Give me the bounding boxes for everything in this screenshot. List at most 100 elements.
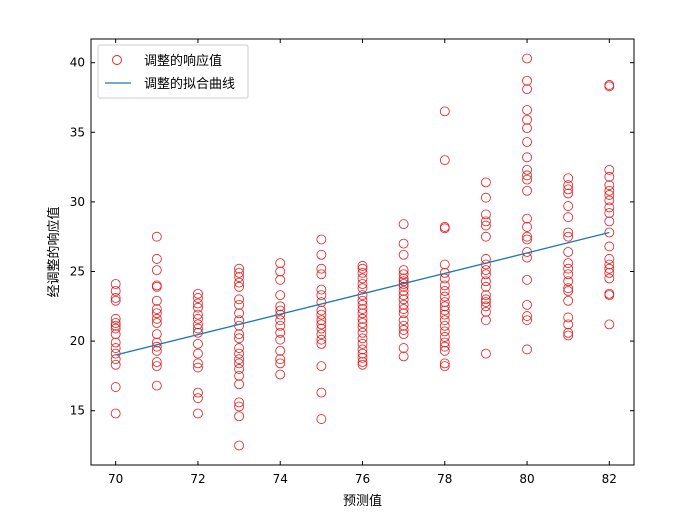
scatter-point bbox=[398, 249, 409, 260]
scatter-point bbox=[316, 414, 327, 424]
scatter-point bbox=[234, 281, 244, 292]
scatter-point bbox=[110, 279, 121, 289]
scatter-point bbox=[193, 338, 203, 349]
scatter-point bbox=[439, 297, 450, 308]
scatter-point bbox=[234, 333, 244, 344]
legend-box bbox=[97, 44, 249, 99]
scatter-point bbox=[151, 341, 162, 352]
y-tick-label: 30 bbox=[70, 195, 85, 209]
scatter-point bbox=[522, 222, 532, 232]
scatter-point bbox=[357, 304, 368, 314]
scatter-point bbox=[481, 209, 491, 220]
scatter-point bbox=[522, 174, 532, 185]
scatter-point bbox=[234, 263, 244, 274]
scatter-point bbox=[234, 358, 244, 369]
scatter-point bbox=[522, 213, 532, 224]
scatter-point bbox=[481, 348, 491, 359]
scatter-point bbox=[234, 343, 244, 353]
scatter-point bbox=[234, 379, 244, 390]
scatter-point bbox=[234, 411, 244, 422]
scatter-point bbox=[563, 269, 574, 280]
scatter-point bbox=[110, 323, 121, 334]
scatter-point bbox=[234, 267, 244, 278]
scatter-point bbox=[275, 290, 286, 301]
scatter-point bbox=[316, 309, 327, 320]
x-tick-label: 72 bbox=[190, 472, 205, 486]
scatter-point bbox=[316, 234, 327, 245]
scatter-point bbox=[522, 185, 532, 196]
scatter-point bbox=[439, 286, 450, 296]
scatter-point bbox=[398, 290, 409, 301]
y-tick-label: 20 bbox=[70, 334, 85, 348]
scatter-point bbox=[604, 273, 615, 284]
scatter-point bbox=[275, 345, 286, 356]
scatter-point bbox=[275, 305, 286, 316]
scatter-point bbox=[522, 53, 532, 64]
scatter-point bbox=[481, 269, 491, 280]
scatter-point bbox=[398, 329, 409, 340]
scatter-point bbox=[604, 164, 615, 175]
scatter-point bbox=[316, 361, 327, 372]
scatter-point bbox=[439, 345, 450, 356]
scatter-point bbox=[316, 305, 327, 316]
scatter-point bbox=[563, 258, 574, 269]
y-tick-label: 40 bbox=[70, 56, 85, 70]
scatter-point bbox=[398, 315, 409, 326]
scatter-point bbox=[398, 351, 409, 362]
scatter-point bbox=[110, 320, 121, 331]
scatter-point bbox=[563, 247, 574, 257]
scatter-point bbox=[275, 358, 286, 369]
scatter-point bbox=[563, 263, 574, 274]
scatter-point bbox=[439, 326, 450, 337]
scatter-point bbox=[193, 298, 203, 309]
scatter-point bbox=[439, 291, 450, 302]
scatter-point bbox=[604, 267, 615, 278]
scatter-point bbox=[398, 325, 409, 335]
scatter-point bbox=[604, 208, 615, 218]
scatter-point bbox=[481, 306, 491, 317]
y-tick-label: 25 bbox=[70, 264, 85, 278]
scatter-point bbox=[398, 294, 409, 305]
scatter-point bbox=[522, 137, 532, 147]
scatter-point bbox=[357, 338, 368, 349]
scatter-point bbox=[151, 265, 162, 275]
scatter-point bbox=[357, 333, 368, 344]
x-tick-label: 74 bbox=[273, 472, 288, 486]
scatter-point bbox=[522, 300, 532, 310]
scatter-point bbox=[563, 231, 574, 242]
scatter-point bbox=[275, 369, 286, 380]
scatter-point bbox=[275, 301, 286, 312]
scatter-point bbox=[357, 327, 368, 338]
scatter-point bbox=[522, 315, 532, 326]
scatter-point bbox=[563, 330, 574, 341]
plot-frame bbox=[90, 38, 635, 466]
y-tick-label: 15 bbox=[70, 404, 85, 418]
scatter-point bbox=[316, 319, 327, 330]
scatter-point bbox=[563, 184, 574, 195]
scatter-point bbox=[193, 313, 203, 324]
scatter-point bbox=[563, 327, 574, 338]
scatter-point bbox=[357, 267, 368, 278]
scatter-point bbox=[604, 227, 615, 238]
scatter-point bbox=[398, 343, 409, 353]
scatter-point bbox=[357, 283, 368, 294]
scatter-point bbox=[481, 281, 491, 292]
scatter-point bbox=[275, 320, 286, 331]
scatter-point bbox=[522, 123, 532, 133]
scatter-point bbox=[439, 155, 450, 166]
scatter-point bbox=[522, 344, 532, 355]
scatter-point bbox=[563, 276, 574, 287]
scatter-point bbox=[110, 318, 121, 328]
scatter-point bbox=[522, 170, 532, 181]
scatter-point bbox=[110, 286, 121, 296]
scatter-point bbox=[316, 329, 327, 340]
scatter-point bbox=[481, 276, 491, 287]
scatter-point bbox=[481, 297, 491, 308]
scatter-point bbox=[439, 361, 450, 372]
scatter-point bbox=[481, 177, 491, 188]
scatter-point bbox=[193, 358, 203, 369]
scatter-point bbox=[439, 273, 450, 284]
scatter-point bbox=[151, 318, 162, 328]
scatter-point bbox=[604, 81, 615, 92]
x-tick-label: 82 bbox=[602, 472, 617, 486]
